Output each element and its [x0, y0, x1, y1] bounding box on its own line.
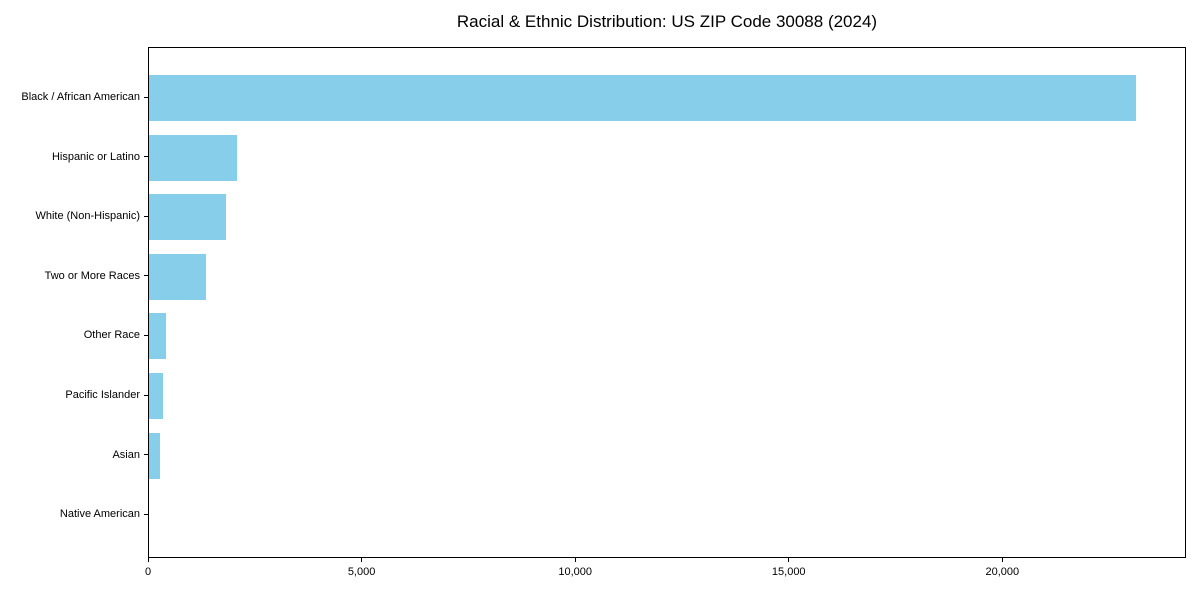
y-axis-tick — [144, 454, 148, 456]
y-axis-label: White (Non-Hispanic) — [35, 210, 140, 223]
bar — [149, 75, 1136, 121]
y-axis-label: Black / African American — [21, 91, 140, 103]
x-axis-tick — [788, 558, 790, 562]
bar — [149, 313, 166, 360]
x-axis-tick-label: 10,000 — [558, 566, 592, 578]
bar — [149, 134, 237, 181]
x-axis-tick-label: 0 — [144, 566, 152, 578]
y-axis-label: Native American — [59, 508, 140, 521]
chart-title: Racial & Ethnic Distribution: US ZIP Cod… — [456, 12, 878, 31]
y-axis-label: Asian — [112, 448, 140, 461]
y-axis-tick — [144, 394, 148, 396]
bar — [149, 253, 207, 300]
x-axis-tick-label: 15,000 — [771, 566, 806, 578]
x-axis-tick — [1001, 558, 1003, 562]
y-axis-tick — [144, 96, 148, 98]
y-axis-label: Two or More Races — [44, 269, 140, 282]
x-axis-tick-label: 20,000 — [985, 566, 1020, 578]
y-axis-tick — [144, 334, 148, 336]
bar — [149, 432, 161, 479]
y-axis-label: Pacific Islander — [65, 389, 140, 401]
x-axis-tick — [574, 558, 576, 562]
y-axis-tick — [144, 156, 148, 158]
x-axis-tick-label: 5,000 — [347, 566, 376, 578]
x-axis-tick — [147, 558, 149, 562]
bar — [149, 194, 226, 241]
bar — [149, 373, 163, 419]
y-axis-tick — [144, 215, 148, 217]
x-axis-tick — [361, 558, 363, 562]
plot-area — [148, 47, 1186, 558]
y-axis-label: Hispanic or Latino — [51, 150, 140, 163]
y-axis-tick — [144, 275, 148, 277]
y-axis-tick — [144, 513, 148, 515]
y-axis-label: Other Race — [83, 329, 140, 342]
